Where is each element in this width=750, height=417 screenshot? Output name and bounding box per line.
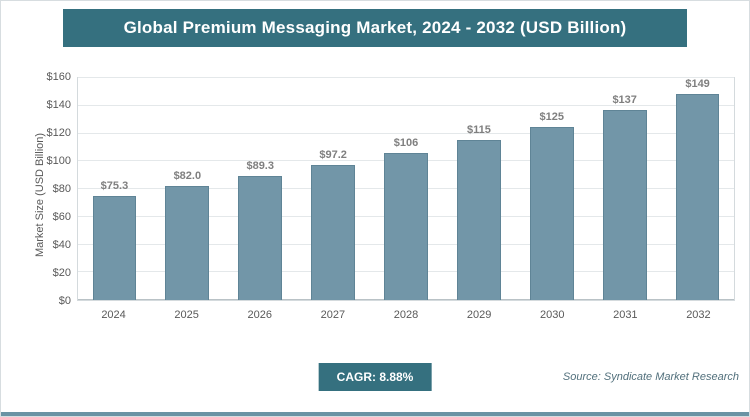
source-text: Source: Syndicate Market Research xyxy=(562,371,739,383)
x-tick-label: 2027 xyxy=(320,309,346,321)
bar-cell: $125 xyxy=(515,78,588,300)
cagr-badge: CAGR: 8.88% xyxy=(318,363,432,391)
x-tick-label: 2025 xyxy=(174,309,199,321)
x-tick-label: 2028 xyxy=(393,309,419,321)
x-axis-labels: 2024 2025 2026 2027 2028 2029 2030 2031 2032 xyxy=(77,309,735,321)
plot-area: $75.3 $82.0 $89.3 $97.2 $106 $115 $125 $137 $149 xyxy=(77,77,735,301)
y-tick-label: $80 xyxy=(52,183,71,195)
bar-value-label: $137 xyxy=(612,93,637,106)
chart-title: Global Premium Messaging Market, 2024 - … xyxy=(63,9,687,47)
y-tick-label: $100 xyxy=(46,155,71,167)
bar xyxy=(238,176,283,300)
bar xyxy=(165,186,210,300)
bar-cell: $75.3 xyxy=(78,78,151,300)
y-tick-label: $140 xyxy=(46,99,71,111)
bottom-accent-bar xyxy=(1,412,749,416)
x-tick-label: 2031 xyxy=(613,309,638,321)
bar xyxy=(675,94,720,300)
bar-value-label: $89.3 xyxy=(246,160,274,173)
bar-cell: $106 xyxy=(370,78,443,300)
bar xyxy=(457,140,501,300)
x-tick-label: 2026 xyxy=(247,309,273,321)
bar-value-label: $115 xyxy=(466,124,491,137)
bar xyxy=(602,109,647,300)
bar-value-label: $106 xyxy=(393,136,419,149)
plot-wrap: $75.3 $82.0 $89.3 $97.2 $106 $115 $125 $137 $149… xyxy=(77,77,735,335)
bar-cell: $82.0 xyxy=(151,78,224,300)
y-tick-label: $0 xyxy=(58,295,71,307)
x-tick-label: 2029 xyxy=(466,309,492,321)
bar-cell: $97.2 xyxy=(297,78,370,300)
chart-region: Market Size (USD Billion) $0 $20 $40 $60 $80… xyxy=(7,71,735,335)
y-tick-label: $160 xyxy=(46,71,71,83)
bar-cell: $149 xyxy=(661,78,734,300)
y-tick-label: $20 xyxy=(52,267,71,279)
bar-value-label: $125 xyxy=(539,110,565,123)
bar xyxy=(384,152,428,300)
gridline xyxy=(78,77,734,78)
bar xyxy=(92,195,137,300)
bar-cell: $137 xyxy=(588,78,661,300)
bar-cell: $89.3 xyxy=(224,78,297,300)
y-tick-label: $120 xyxy=(46,127,71,139)
bar xyxy=(311,165,355,300)
x-tick-label: 2032 xyxy=(686,309,711,321)
y-axis-ticks: $0 $20 $40 $60 $80 $100 $120 $140 $160 xyxy=(29,71,77,307)
chart-footer: CAGR: 8.88% Source: Syndicate Market Res… xyxy=(1,363,749,393)
y-tick-label: $60 xyxy=(52,211,71,223)
bar-value-label: $97.2 xyxy=(319,149,347,162)
gridline xyxy=(78,132,734,134)
bar-cell: $115 xyxy=(442,78,515,300)
bars-row: $75.3 $82.0 $89.3 $97.2 $106 $115 $125 $137 $149 xyxy=(78,78,734,300)
x-tick-label: 2030 xyxy=(539,309,565,321)
bar-value-label: $75.3 xyxy=(100,179,129,192)
gridline xyxy=(78,104,734,106)
x-tick-label: 2024 xyxy=(101,309,126,321)
bar-value-label: $149 xyxy=(685,78,710,90)
y-tick-label: $40 xyxy=(52,239,71,251)
bar-value-label: $82.0 xyxy=(173,170,202,183)
bar xyxy=(529,126,574,300)
y-axis-title-column: Market Size (USD Billion) xyxy=(7,77,46,335)
